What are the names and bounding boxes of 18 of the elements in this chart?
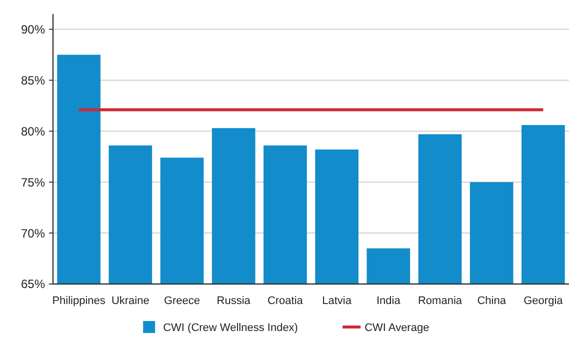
- x-tick-label: India: [376, 295, 402, 307]
- legend-label: CWI (Crew Wellness Index): [163, 322, 298, 334]
- x-tick-label: Russia: [216, 295, 252, 307]
- x-tick-label: Romania: [418, 295, 463, 307]
- y-tick-label: 90%: [20, 22, 46, 36]
- y-tick-label: 65%: [20, 277, 46, 292]
- y-tick-label: 85%: [20, 73, 46, 88]
- x-tick-label: Georgia: [524, 295, 564, 307]
- y-tick-label: 80%: [20, 124, 46, 138]
- y-tick-label: 70%: [20, 226, 46, 240]
- x-tick-label: Greece: [164, 295, 200, 307]
- legend-label: CWI Average: [364, 322, 430, 334]
- x-tick-label: Philippines: [52, 295, 106, 307]
- x-tick-label: Latvia: [322, 295, 352, 307]
- x-tick-label: Ukraine: [111, 295, 150, 307]
- y-tick-label: 75%: [20, 175, 46, 190]
- x-tick-label: China: [477, 295, 507, 307]
- x-tick-label: Croatia: [267, 295, 304, 307]
